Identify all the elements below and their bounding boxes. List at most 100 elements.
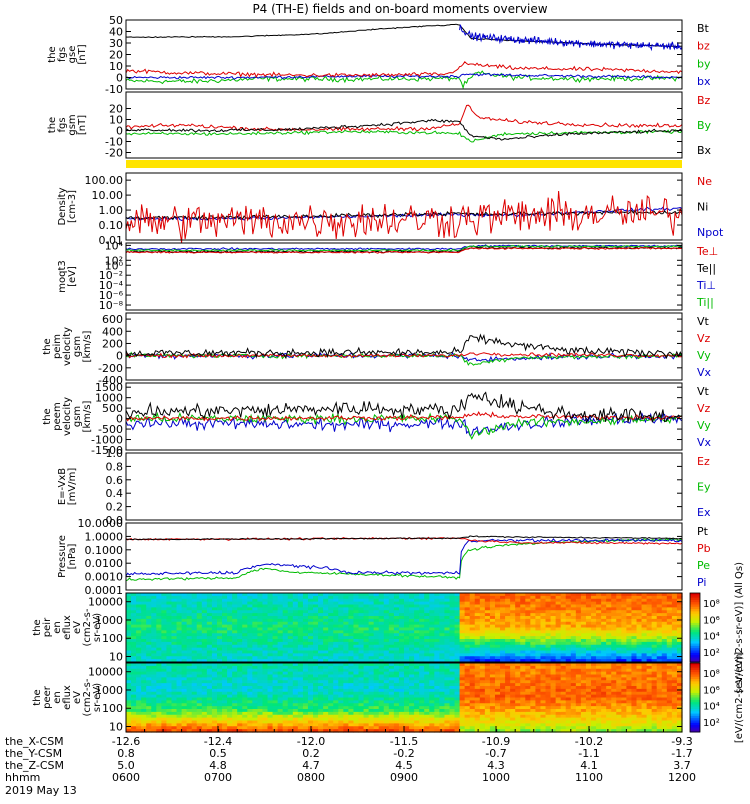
legend-entry: Vz	[697, 402, 711, 415]
y-tick-label: 10⁻⁸	[99, 299, 124, 312]
legend-entry: bx	[697, 75, 711, 88]
y-axis-label: [eV]	[67, 266, 78, 287]
y-tick-label: -10	[105, 83, 123, 96]
legend-entry: bz	[697, 40, 710, 53]
y-axis-label: [km/s]	[82, 400, 93, 432]
legend-entry: Ne	[697, 175, 712, 188]
y-tick-label: 200	[102, 337, 123, 350]
legend-entry: by	[697, 57, 711, 70]
panel-temperature: 10⁴10²10⁰10⁻²10⁻⁴10⁻⁶10⁻⁸moqt3[eV]Te⊥Te|…	[57, 239, 718, 312]
y-tick-label: 0.8	[106, 460, 124, 473]
legend-entry: Bx	[697, 144, 712, 157]
legend-entry: Pi	[697, 576, 706, 589]
panel-frame	[126, 313, 682, 380]
y-tick-label: 1.0000	[85, 530, 124, 543]
y-tick-label: 0.1000	[85, 544, 124, 557]
legend-entry: Ex	[697, 506, 711, 519]
legend-entry: Bt	[697, 22, 710, 35]
series-line	[126, 536, 682, 540]
series-line	[460, 25, 682, 50]
y-tick-label: 0.10	[99, 219, 124, 232]
legend-entry: Te⊥	[696, 245, 718, 258]
legend-entry: Te||	[696, 262, 716, 275]
y-tick-label: 10	[109, 651, 123, 664]
legend-entry: Ey	[697, 481, 711, 494]
panel-frame	[126, 453, 682, 520]
state-bar-band	[126, 160, 682, 168]
legend-entry: Ti⊥	[696, 279, 716, 292]
legend-entry: Vt	[697, 385, 710, 398]
series-line	[126, 191, 682, 243]
legend-entry: By	[697, 119, 712, 132]
panel-pressure: 10.00001.00000.10000.01000.00100.0001Pre…	[57, 517, 711, 597]
y-tick-label: 0.6	[106, 474, 124, 487]
y-axis-label: [nT]	[77, 115, 88, 135]
series-line	[126, 539, 682, 576]
series-line	[126, 24, 682, 46]
y-tick-label: 0.4	[106, 487, 124, 500]
y-tick-label: 1.00	[99, 204, 124, 217]
legend-entry: Vx	[697, 366, 712, 379]
legend-entry: Pb	[697, 542, 711, 555]
panel-frame	[126, 243, 682, 310]
legend-entry: Npot	[697, 226, 724, 239]
series-line	[126, 105, 682, 131]
panel-frame	[126, 92, 682, 158]
legend-entry: Ni	[697, 201, 708, 214]
panel-density: 100.0010.001.000.100.01Density[cm-3]NeNi…	[57, 173, 724, 247]
y-axis-label: [nT]	[77, 44, 88, 64]
series-line	[126, 539, 682, 581]
colorbar-tick-label: 10²	[703, 648, 720, 659]
panel-peer-spec: 10⁸10⁶10⁴10²[eV/(cm2-s-sr-eV)]1000010001…	[32, 652, 745, 743]
legend-entry: Ez	[697, 455, 710, 468]
legend-entry: Vz	[697, 332, 711, 345]
y-tick-label: 100	[102, 632, 123, 645]
y-tick-label: 0.2	[106, 501, 124, 514]
y-axis-label: [km/s]	[82, 330, 93, 362]
legend-entry: Pe	[697, 559, 710, 572]
y-tick-label: 10.00	[92, 189, 124, 202]
colorbar-tick-label: 10⁶	[703, 615, 720, 626]
colorbar-tick-label: 10⁴	[703, 632, 720, 643]
y-axis-label: [mV/m]	[67, 468, 78, 506]
panel-frame	[126, 20, 682, 89]
series-line	[126, 119, 682, 140]
y-tick-label: 400	[102, 325, 123, 338]
y-tick-label: 10.0000	[78, 517, 124, 530]
chart-title: P4 (TH-E) fields and on-board moments ov…	[252, 2, 547, 16]
y-tick-label: 10000	[88, 596, 123, 609]
y-tick-label: 1.0	[106, 447, 124, 460]
legend-entry: Ti||	[696, 296, 714, 309]
y-tick-label: -200	[98, 362, 123, 375]
legend-entry: Vx	[697, 436, 712, 449]
y-axis-label: [nPa]	[67, 543, 78, 569]
y-tick-label: -20	[105, 147, 123, 160]
panel-frame	[126, 173, 682, 240]
y-tick-label: 600	[102, 313, 123, 326]
panel-state-bar	[126, 160, 682, 168]
legend-entry: Vy	[697, 349, 711, 362]
date-label: 2019 May 13	[5, 784, 77, 797]
legend-entry: Vt	[697, 315, 710, 328]
legend-entry: Bz	[697, 94, 711, 107]
y-tick-label: 0	[116, 350, 123, 363]
y-tick-label: 0.0010	[85, 571, 124, 584]
panel-frame	[126, 523, 682, 590]
y-axis-label: sr-eV)	[92, 613, 103, 642]
legend-entry: Vy	[697, 419, 711, 432]
series-line	[126, 71, 682, 88]
y-tick-label: 100.00	[85, 174, 124, 187]
legend-entry: Pt	[697, 525, 709, 538]
y-tick-label: 0.0100	[85, 557, 124, 570]
y-tick-label: 10⁴	[105, 239, 124, 252]
series-line	[126, 62, 682, 77]
colorbar-tick-label: 10⁸	[703, 599, 720, 610]
y-axis-label: [cm-3]	[67, 190, 78, 223]
